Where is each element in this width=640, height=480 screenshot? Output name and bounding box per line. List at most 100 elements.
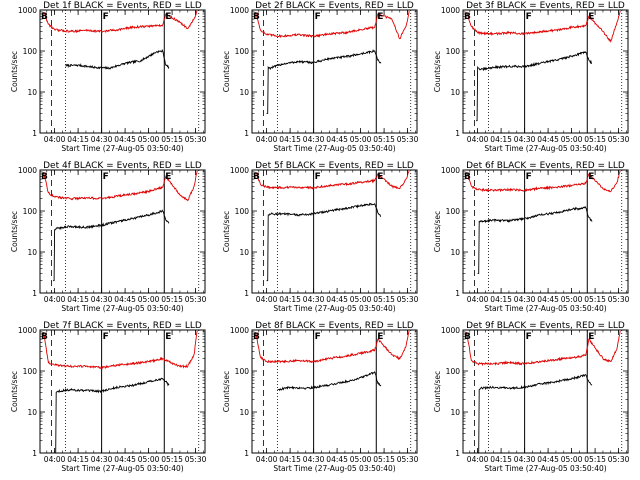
x-tick-label: 05:30 [608, 135, 630, 144]
x-tick-label: 04:30 [91, 135, 113, 144]
y-tick-label: 1000 [441, 326, 460, 335]
y-tick-label: 10 [450, 248, 460, 257]
y-tick-label: 100 [235, 367, 250, 376]
y-tick-label: 100 [446, 367, 461, 376]
x-tick-label: 04:45 [326, 135, 348, 144]
events-series-line [477, 373, 593, 453]
lld-series-line [43, 170, 198, 202]
y-tick-label: 10 [450, 88, 460, 97]
segment-label: F [315, 12, 321, 22]
x-axis-label: Start Time (27-Aug-05 03:50:40) [61, 464, 183, 473]
x-tick-label: 04:30 [514, 295, 536, 304]
lld-series-line [43, 330, 198, 370]
y-axis-label: Counts/sec [10, 371, 19, 412]
lld-series-line [255, 170, 410, 190]
axes-box [251, 169, 418, 294]
y-tick-label: 1000 [230, 166, 249, 175]
x-tick-label: 04:30 [91, 455, 113, 464]
axes-box [39, 9, 206, 134]
y-tick-label: 1000 [18, 6, 37, 15]
events-series-line [54, 377, 170, 453]
x-tick-label: 04:15 [490, 295, 512, 304]
segment-label: F [526, 172, 532, 182]
axes-box [462, 9, 629, 134]
segment-label: F [526, 332, 532, 342]
x-axis-label: Start Time (27-Aug-05 03:50:40) [273, 144, 395, 153]
segment-label: F [103, 172, 109, 182]
panel-title: Det 4f BLACK = Events, RED = LLD [43, 161, 202, 171]
x-axis-label: Start Time (27-Aug-05 03:50:40) [484, 464, 606, 473]
events-series-line [476, 50, 592, 122]
y-tick-label: 100 [235, 207, 250, 216]
x-tick-label: 05:15 [373, 455, 395, 464]
y-tick-label: 1 [455, 289, 460, 298]
segment-label: B [253, 332, 260, 342]
y-tick-label: 1 [455, 449, 460, 458]
x-tick-label: 04:30 [303, 135, 325, 144]
axes-box [39, 169, 206, 294]
segment-label: B [253, 172, 260, 182]
axes-box [462, 169, 629, 294]
y-tick-label: 1 [455, 129, 460, 138]
y-tick-label: 10 [239, 248, 249, 257]
x-tick-label: 04:30 [514, 135, 536, 144]
y-axis-label: Counts/sec [433, 51, 442, 92]
y-axis-label: Counts/sec [433, 211, 442, 252]
y-tick-label: 10 [450, 408, 460, 417]
x-tick-label: 04:45 [326, 295, 348, 304]
x-tick-label: 05:30 [185, 455, 207, 464]
x-tick-label: 04:45 [537, 135, 559, 144]
plot-area [255, 170, 412, 293]
x-tick-label: 05:15 [373, 135, 395, 144]
x-axis-label: Start Time (27-Aug-05 03:50:40) [273, 464, 395, 473]
axes-box [462, 329, 629, 454]
y-tick-label: 100 [235, 47, 250, 56]
lld-series-line [466, 10, 621, 44]
y-tick-label: 1000 [18, 326, 37, 335]
events-series-line [477, 205, 593, 274]
y-tick-label: 1 [32, 289, 37, 298]
x-tick-label: 04:30 [303, 455, 325, 464]
x-tick-label: 05:30 [608, 455, 630, 464]
x-tick-label: 05:00 [350, 455, 372, 464]
events-series-line [53, 209, 170, 282]
panel-title: Det 2f BLACK = Events, RED = LLD [255, 1, 414, 11]
x-tick-label: 05:00 [561, 295, 583, 304]
y-axis-label: Counts/sec [222, 371, 231, 412]
segment-label: E [165, 332, 171, 342]
y-tick-label: 10 [27, 248, 37, 257]
x-axis-label: Start Time (27-Aug-05 03:50:40) [61, 304, 183, 313]
segment-label: B [464, 332, 471, 342]
lld-series-line [255, 330, 410, 364]
segment-label: E [377, 12, 383, 22]
panel-title: Det 9f BLACK = Events, RED = LLD [466, 321, 625, 331]
y-tick-label: 10 [27, 88, 37, 97]
x-tick-label: 05:00 [561, 135, 583, 144]
x-tick-label: 04:15 [490, 455, 512, 464]
y-tick-label: 100 [23, 47, 38, 56]
events-series-line [266, 49, 382, 114]
x-tick-label: 04:00 [44, 135, 66, 144]
x-tick-label: 05:30 [397, 455, 419, 464]
segment-label: B [253, 12, 260, 22]
x-tick-label: 04:15 [279, 295, 301, 304]
y-tick-label: 1000 [18, 166, 37, 175]
x-axis-label: Start Time (27-Aug-05 03:50:40) [484, 304, 606, 313]
y-tick-label: 1000 [230, 6, 249, 15]
x-tick-label: 05:00 [561, 455, 583, 464]
y-axis-label: Counts/sec [433, 371, 442, 412]
x-tick-label: 05:15 [584, 295, 606, 304]
panel-title: Det 7f BLACK = Events, RED = LLD [43, 321, 202, 331]
y-tick-label: 1 [32, 129, 37, 138]
x-tick-label: 05:15 [584, 135, 606, 144]
y-tick-label: 100 [446, 47, 461, 56]
segment-label: B [41, 332, 48, 342]
y-tick-label: 100 [23, 367, 38, 376]
plot-area [255, 330, 412, 453]
lld-series-line [255, 10, 410, 40]
